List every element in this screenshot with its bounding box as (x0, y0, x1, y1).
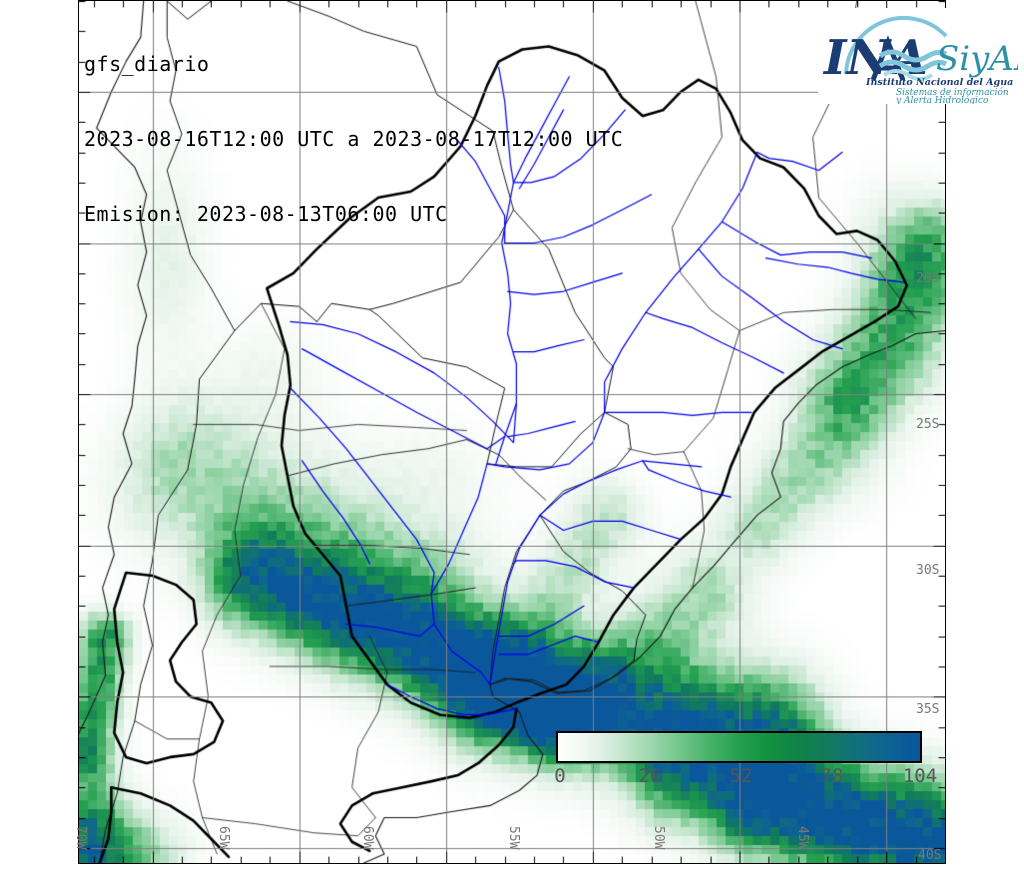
colorbar[interactable]: 0 26 52 78 104 (554, 731, 937, 789)
lon-label-70w: 70W (73, 826, 88, 850)
colorbar-tick-104: 104 (902, 765, 938, 787)
model-name: gfs_diario (84, 52, 210, 76)
lon-label-55w: 55W (506, 826, 521, 850)
precipitation-heatmap-canvas (79, 1, 945, 863)
corner-label-40s: 40S (918, 848, 942, 863)
emission-time: Emision: 2023-08-13T06:00 UTC (84, 202, 448, 226)
logo-arc-icon (844, 16, 948, 75)
map-frame[interactable] (78, 0, 946, 864)
logo-waves-icon (878, 49, 948, 81)
logo-org-line1: Instituto Nacional del Agua (865, 77, 1013, 88)
ina-siyah-logo: INA SiyAH Instituto Nacional del Agua Si… (818, 8, 1018, 104)
title-block: gfs_diario 2023-08-16T12:00 UTC a 2023-0… (84, 2, 623, 277)
valid-period: 2023-08-16T12:00 UTC a 2023-08-17T12:00 … (84, 127, 624, 151)
colorbar-tick-26: 26 (638, 765, 662, 787)
logo-product-text: SiyAH (936, 39, 1018, 79)
lon-label-65w: 65W (216, 826, 231, 850)
logo-org-line3: y Alerta Hidrológico (895, 95, 989, 104)
colorbar-tick-78: 78 (820, 765, 844, 787)
lat-label-30s: 30S (916, 563, 940, 578)
colorbar-tick-52: 52 (729, 765, 753, 787)
colorbar-gradient (556, 731, 922, 763)
lat-label-35s: 35S (916, 702, 940, 717)
lon-label-50w: 50W (651, 826, 666, 850)
lat-label-20s: 20S (916, 271, 940, 286)
colorbar-tick-0: 0 (554, 765, 566, 787)
colorbar-tick-labels: 0 26 52 78 104 (554, 763, 937, 789)
logo-graphic: INA SiyAH Instituto Nacional del Agua Si… (822, 16, 1018, 104)
lat-label-25s: 25S (916, 417, 940, 432)
lon-label-45w: 45W (795, 826, 810, 850)
lon-label-60w: 60W (360, 826, 375, 850)
logo-org-line2: Sistemas de información (896, 87, 1009, 98)
logo-a-mark-icon (870, 35, 906, 81)
